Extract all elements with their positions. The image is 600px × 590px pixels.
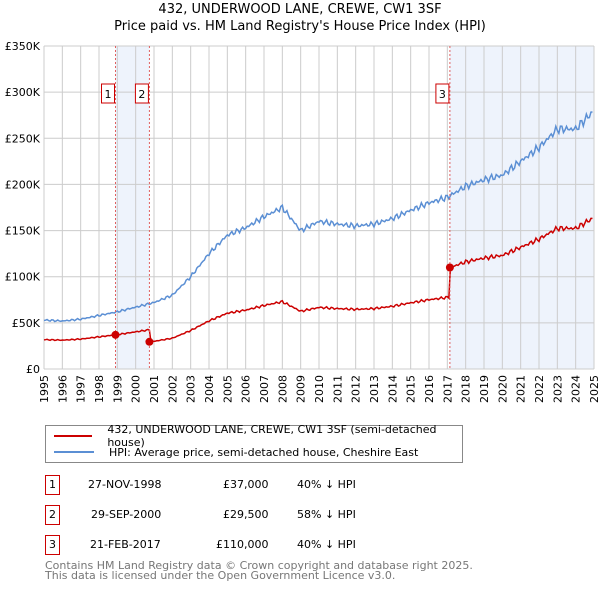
y-tick-label: £50K xyxy=(12,317,41,330)
sale-marker-badge: 1 xyxy=(45,475,60,495)
sale-hpi: 58% ↓ HPI xyxy=(297,508,356,521)
sale-marker-badge: 2 xyxy=(45,505,60,525)
x-tick-label: 2024 xyxy=(570,375,583,403)
sale-hpi: 40% ↓ HPI xyxy=(297,538,356,551)
sale-marker-box xyxy=(101,83,115,104)
x-tick-label: 2006 xyxy=(240,375,253,403)
x-tick-label: 2002 xyxy=(166,375,179,403)
x-tick-label: 2004 xyxy=(203,375,216,403)
sale-date: 29-SEP-2000 xyxy=(91,508,162,521)
x-tick-label: 2007 xyxy=(258,375,271,403)
x-tick-label: 1997 xyxy=(75,375,88,403)
sale-marker-label: 2 xyxy=(138,88,145,101)
x-tick-label: 2001 xyxy=(148,375,161,403)
x-tick-label: 2008 xyxy=(276,375,289,403)
x-tick-label: 2013 xyxy=(368,375,381,403)
sale-point xyxy=(445,263,454,272)
sale-marker-label: 3 xyxy=(439,88,446,101)
legend: 432, UNDERWOOD LANE, CREWE, CW1 3SF (sem… xyxy=(45,423,463,463)
sale-price: £110,000 xyxy=(216,538,269,551)
sale-row: 3 21-FEB-2017 £110,000 40% ↓ HPI xyxy=(45,535,445,555)
chart-subtitle: Price paid vs. HM Land Registry's House … xyxy=(114,19,486,34)
sale-hpi: 40% ↓ HPI xyxy=(297,478,356,491)
y-tick-label: £250K xyxy=(5,132,41,145)
sale-point xyxy=(111,330,120,339)
x-tick-label: 1996 xyxy=(56,375,69,403)
footer-line: Contains HM Land Registry data © Crown c… xyxy=(45,559,473,572)
chart: 1995 1996 1997 1998 1999 2000 2001 2002 2003 2004… xyxy=(5,40,600,403)
x-tick-label: 2005 xyxy=(221,375,234,403)
x-tick-label: 2018 xyxy=(460,375,473,403)
legend-label: 432, UNDERWOOD LANE, CREWE, CW1 3SF (sem… xyxy=(107,423,437,449)
sale-marker-box xyxy=(134,83,149,104)
y-tick-label: £350K xyxy=(5,40,41,53)
x-tick-label: 2015 xyxy=(405,375,418,403)
x-tick-label: 2022 xyxy=(533,375,546,403)
y-tick-label: £300K xyxy=(5,86,41,99)
sale-row: 1 27-NOV-1998 £37,000 40% ↓ HPI xyxy=(45,475,445,495)
x-tick-label: 2003 xyxy=(185,375,198,403)
y-tick-label: £150K xyxy=(5,225,41,238)
x-tick-label: 2010 xyxy=(313,375,326,403)
x-tick-label: 2016 xyxy=(423,375,436,403)
sale-marker-badge: 3 xyxy=(45,535,60,555)
x-tick-label: 2017 xyxy=(441,375,454,403)
footer-line: This data is licensed under the Open Gov… xyxy=(45,569,396,582)
x-tick-label: 2011 xyxy=(331,375,344,403)
x-tick-label: 1998 xyxy=(93,375,106,403)
x-tick-label: 2020 xyxy=(496,375,509,403)
x-tick-label: 2019 xyxy=(478,375,491,403)
y-tick-label: £0 xyxy=(26,363,40,376)
sale-price: £29,500 xyxy=(223,508,269,521)
x-tick-label: 1995 xyxy=(38,375,51,403)
x-tick-label: 2012 xyxy=(350,375,363,403)
legend-blue-line xyxy=(54,451,94,453)
chart-title: 432, UNDERWOOD LANE, CREWE, CW1 3SF xyxy=(158,2,442,17)
price-paid-line xyxy=(43,217,593,343)
sale-date: 27-NOV-1998 xyxy=(88,478,162,491)
y-tick-label: £100K xyxy=(5,271,41,284)
x-tick-label: 2021 xyxy=(515,375,528,403)
x-tick-label: 2009 xyxy=(295,375,308,403)
legend-red-line xyxy=(54,435,93,437)
x-tick-label: 2023 xyxy=(551,375,564,403)
sale-row: 2 29-SEP-2000 £29,500 58% ↓ HPI xyxy=(45,505,445,525)
legend-label: HPI: Average price, semi-detached house,… xyxy=(109,445,419,459)
footer: Contains HM Land Registry data © Crown c… xyxy=(45,559,473,582)
y-tick-label: £200K xyxy=(5,178,41,191)
x-tick-label: 2000 xyxy=(130,375,143,403)
sale-date: 21-FEB-2017 xyxy=(90,538,161,551)
sale-marker-box xyxy=(435,83,450,104)
x-tick-label: 1999 xyxy=(111,375,124,403)
hpi-line xyxy=(43,111,593,323)
sale-point xyxy=(145,337,154,346)
sale-marker-label: 1 xyxy=(105,88,112,101)
x-tick-label: 2014 xyxy=(386,375,399,403)
shaded-region xyxy=(449,46,594,369)
sale-price: £37,000 xyxy=(223,478,269,491)
x-tick-label: 2025 xyxy=(588,375,600,403)
